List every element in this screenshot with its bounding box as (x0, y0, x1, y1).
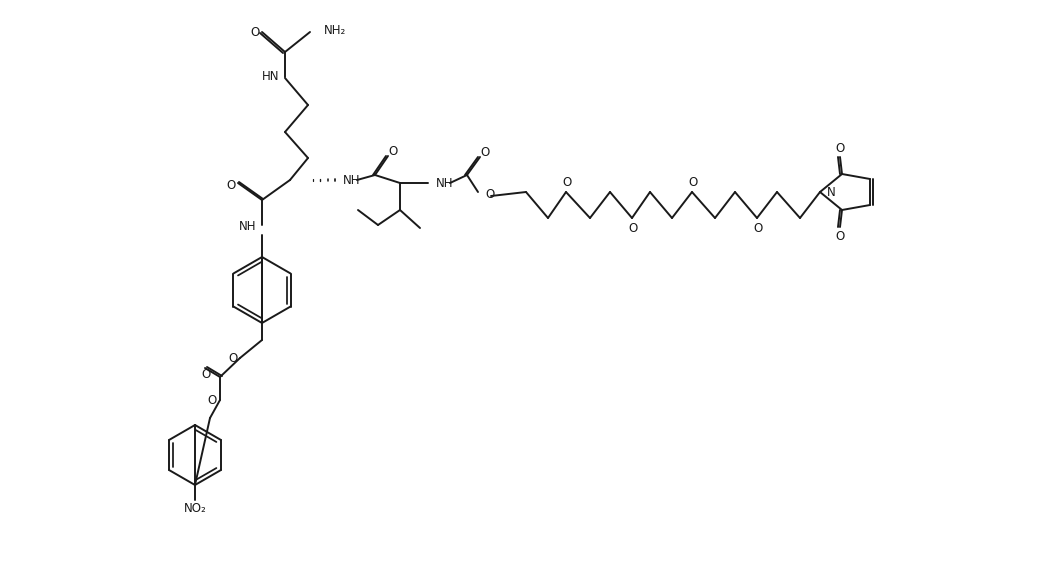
Text: O: O (628, 222, 637, 234)
Text: O: O (688, 176, 698, 188)
Text: NH₂: NH₂ (324, 24, 346, 36)
Text: NH: NH (436, 177, 454, 190)
Text: NH: NH (239, 219, 257, 232)
Text: NO₂: NO₂ (184, 503, 207, 516)
Text: O: O (562, 176, 572, 188)
Text: N: N (827, 186, 835, 199)
Text: O: O (250, 25, 260, 39)
Text: O: O (208, 393, 217, 407)
Text: O: O (388, 145, 397, 158)
Text: O: O (201, 367, 211, 380)
Text: O: O (485, 187, 494, 200)
Text: NH: NH (343, 173, 361, 186)
Text: HN: HN (262, 70, 280, 82)
Text: O: O (228, 352, 238, 365)
Text: O: O (835, 229, 845, 242)
Text: O: O (226, 178, 236, 191)
Text: O: O (481, 145, 489, 159)
Text: O: O (753, 222, 762, 234)
Text: O: O (835, 141, 845, 154)
